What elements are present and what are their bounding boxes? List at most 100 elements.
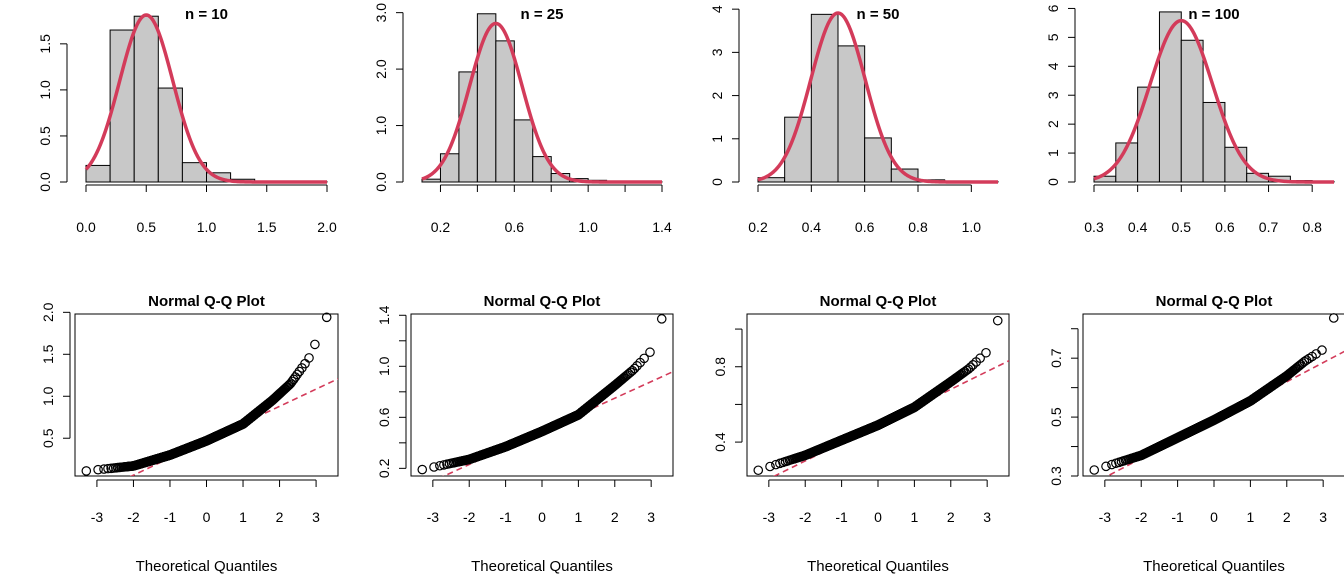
plot-box xyxy=(410,313,674,477)
x-axis-label: Theoretical Quantiles xyxy=(807,558,949,575)
y-tick-label: 1.0 xyxy=(373,116,389,136)
qq-point xyxy=(656,314,667,324)
y-tick-label: 0.0 xyxy=(373,172,389,192)
x-tick-label: 0.8 xyxy=(908,219,928,235)
y-tick-label: 0.5 xyxy=(1048,407,1064,427)
y-tick-label: 1.0 xyxy=(37,80,53,100)
chart-title: Normal Q-Q Plot xyxy=(484,293,601,310)
y-tick-label: 3.0 xyxy=(373,3,389,23)
normal-density-curve xyxy=(421,21,663,184)
y-tick-label: 0.5 xyxy=(37,126,53,146)
x-tick-label: 3 xyxy=(312,509,320,525)
chart-panel: Normal Q-Q Plot -3 -2 -1 0 1 2 3 Theoretical Qua… xyxy=(376,293,674,575)
chart-panel: Normal Q-Q Plot -3 -2 -1 0 1 2 3 Theoretical Qua… xyxy=(712,293,1010,575)
chart-title: n = 100 xyxy=(1188,6,1239,23)
qq-point xyxy=(1089,465,1100,475)
y-tick-label: 0.6 xyxy=(376,407,392,427)
x-tick-label: 1.5 xyxy=(257,219,277,235)
y-tick-label: 5 xyxy=(1045,33,1061,41)
x-tick-label: 2 xyxy=(1283,509,1291,525)
x-tick-label: 1 xyxy=(239,509,247,525)
x-tick-label: 0 xyxy=(874,509,882,525)
chart-panel: n = 100 0.3 0.4 0.5 0.6 0.7 0.8 0 1 2 3 4 5 6 xyxy=(1045,4,1335,235)
chart-title: n = 25 xyxy=(521,6,564,23)
qq-point xyxy=(1328,313,1339,323)
x-tick-label: 0 xyxy=(203,509,211,525)
qq-point xyxy=(81,466,92,476)
qq-point xyxy=(93,464,103,475)
y-tick-label: 1.5 xyxy=(40,344,56,364)
x-tick-label: 1 xyxy=(574,509,582,525)
qq-point xyxy=(304,353,314,363)
x-tick-label: 1 xyxy=(1246,509,1254,525)
x-tick-label: 0.3 xyxy=(1084,219,1104,235)
qq-point xyxy=(753,465,764,476)
histogram-bar xyxy=(1202,101,1226,183)
y-tick-label: 6 xyxy=(1045,4,1061,12)
y-tick-label: 2.0 xyxy=(373,59,389,79)
qq-point xyxy=(435,460,445,471)
qq-point xyxy=(645,347,655,358)
plot-box xyxy=(1082,313,1344,477)
x-tick-label: 3 xyxy=(983,509,991,525)
x-tick-label: 0 xyxy=(538,509,546,525)
histogram-bar xyxy=(85,164,111,183)
chart-title: Normal Q-Q Plot xyxy=(820,293,937,310)
histogram-bar xyxy=(476,13,497,183)
x-tick-label: -1 xyxy=(835,509,848,525)
histogram-bar xyxy=(495,40,515,183)
x-tick-label: 1 xyxy=(910,509,918,525)
normal-density-curve xyxy=(84,13,328,184)
y-tick-label: 1.5 xyxy=(37,34,53,54)
y-tick-label: 0.5 xyxy=(40,428,56,448)
qq-point xyxy=(321,312,332,323)
y-tick-label: 0.2 xyxy=(376,458,392,478)
y-tick-label: 4 xyxy=(1045,62,1061,70)
x-tick-label: 0.2 xyxy=(748,219,768,235)
x-tick-label: 3 xyxy=(1319,509,1327,525)
histogram-bar xyxy=(1224,146,1248,183)
chart-title: n = 50 xyxy=(857,6,900,23)
qq-point xyxy=(99,464,109,474)
x-tick-label: 0.2 xyxy=(431,219,451,235)
x-tick-label: 1.4 xyxy=(652,219,672,235)
y-tick-label: 1.4 xyxy=(376,305,392,325)
chart-panel: Normal Q-Q Plot -3 -2 -1 0 1 2 3 Theoretical Qua… xyxy=(40,293,339,575)
qq-point xyxy=(1107,459,1117,470)
x-tick-label: 0 xyxy=(1210,509,1218,525)
y-tick-label: 1.0 xyxy=(40,386,56,406)
y-tick-label: 0.7 xyxy=(1048,348,1064,368)
x-tick-label: -1 xyxy=(499,509,512,525)
qq-point xyxy=(992,315,1003,326)
qq-point xyxy=(417,464,428,475)
y-tick-label: 0.0 xyxy=(37,172,53,192)
chart-panel: Normal Q-Q Plot -3 -2 -1 0 1 2 3 Theoretical Qua… xyxy=(1048,293,1344,575)
normal-density-curve xyxy=(757,11,999,184)
y-tick-label: 0 xyxy=(1045,178,1061,186)
normal-density-curve xyxy=(1093,18,1335,184)
y-tick-label: 0.4 xyxy=(712,432,728,452)
x-tick-label: -2 xyxy=(799,509,812,525)
qq-point xyxy=(288,374,299,385)
x-tick-label: 0.4 xyxy=(802,219,822,235)
qq-point xyxy=(629,363,640,374)
x-tick-label: 0.6 xyxy=(505,219,525,235)
histogram-bar xyxy=(532,156,552,183)
x-tick-label: 1.0 xyxy=(578,219,598,235)
x-tick-label: 0.8 xyxy=(1302,219,1322,235)
chart-panel: n = 10 0.0 0.5 1.0 1.5 2.0 0.0 0.5 1.0 1.5 xyxy=(37,6,337,235)
x-tick-label: 0.0 xyxy=(76,219,96,235)
histogram-bar xyxy=(837,45,866,183)
x-tick-label: 2 xyxy=(276,509,284,525)
qq-point xyxy=(771,459,781,470)
y-tick-label: 1 xyxy=(709,135,725,143)
histogram-bar xyxy=(513,119,534,183)
x-tick-label: -2 xyxy=(127,509,140,525)
qq-point xyxy=(639,353,649,364)
y-tick-label: 3 xyxy=(1045,91,1061,99)
x-tick-label: 2 xyxy=(947,509,955,525)
x-tick-label: 0.7 xyxy=(1259,219,1279,235)
chart-title: n = 10 xyxy=(185,6,228,23)
x-axis-label: Theoretical Quantiles xyxy=(471,558,613,575)
